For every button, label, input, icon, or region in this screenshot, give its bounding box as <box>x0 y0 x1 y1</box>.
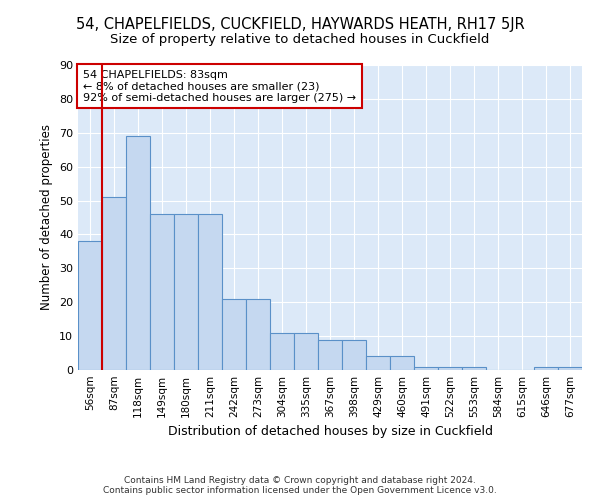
Y-axis label: Number of detached properties: Number of detached properties <box>40 124 53 310</box>
Bar <box>102 197 126 370</box>
Bar <box>318 340 342 370</box>
Bar <box>558 366 582 370</box>
Bar <box>414 366 438 370</box>
Text: Size of property relative to detached houses in Cuckfield: Size of property relative to detached ho… <box>110 32 490 46</box>
Text: 54, CHAPELFIELDS, CUCKFIELD, HAYWARDS HEATH, RH17 5JR: 54, CHAPELFIELDS, CUCKFIELD, HAYWARDS HE… <box>76 18 524 32</box>
Bar <box>534 366 558 370</box>
Bar <box>174 214 198 370</box>
Bar <box>462 366 486 370</box>
Bar <box>126 136 150 370</box>
Bar <box>270 332 294 370</box>
Text: 54 CHAPELFIELDS: 83sqm
← 8% of detached houses are smaller (23)
92% of semi-deta: 54 CHAPELFIELDS: 83sqm ← 8% of detached … <box>83 70 356 103</box>
Bar <box>222 299 246 370</box>
Text: Contains HM Land Registry data © Crown copyright and database right 2024.
Contai: Contains HM Land Registry data © Crown c… <box>103 476 497 495</box>
Bar <box>294 332 318 370</box>
Bar <box>366 356 390 370</box>
Bar <box>246 299 270 370</box>
Bar <box>78 241 102 370</box>
X-axis label: Distribution of detached houses by size in Cuckfield: Distribution of detached houses by size … <box>167 426 493 438</box>
Bar <box>342 340 366 370</box>
Bar <box>390 356 414 370</box>
Bar <box>198 214 222 370</box>
Bar <box>150 214 174 370</box>
Bar <box>438 366 462 370</box>
